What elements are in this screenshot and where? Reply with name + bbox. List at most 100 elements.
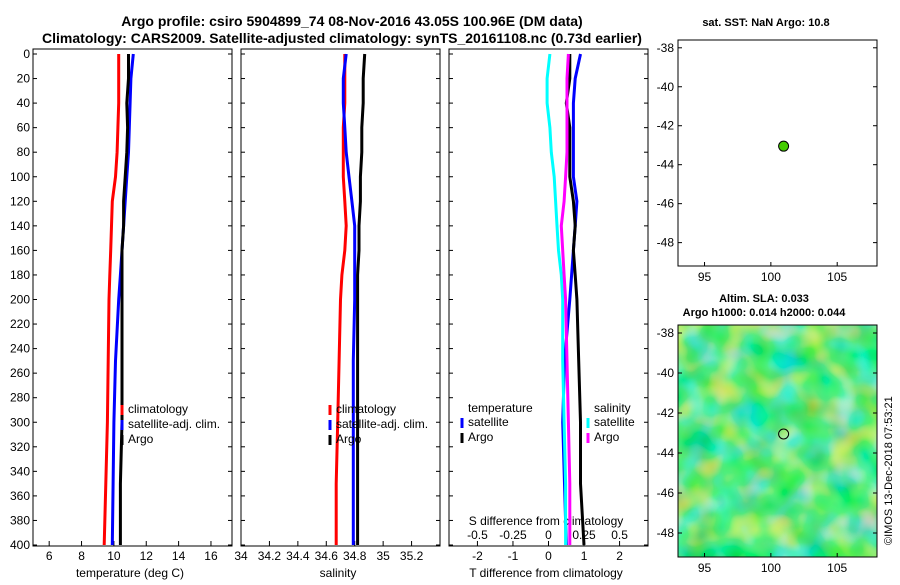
temperature-xtick-label: 14 [172,549,186,563]
depth-tick-label: 340 [10,464,30,478]
difference-xtick-label: 0 [545,549,552,563]
sst_map-ytick-label: -44 [657,158,675,172]
difference-temperature-legend-label: Argo [468,430,494,444]
sla_map-ytick-label: -40 [657,366,675,380]
salinity-legend-label: satellite-adj. clim. [336,417,428,431]
salinity-xtick-label: 35.2 [400,549,424,563]
temperature-xtick-label: 16 [204,549,218,563]
depth-tick-label: 240 [10,342,30,356]
depth-tick-label: 200 [10,293,30,307]
temperature-series-climatology [102,54,121,546]
depth-tick-label: 160 [10,243,30,257]
difference-legend-salinity-title: salinity [594,401,631,415]
salinity-xtick-label: 34 [234,549,248,563]
difference-salinity-legend-label: Argo [594,430,620,444]
temperature-xtick-label: 12 [140,549,154,563]
difference-xlabel: T difference from climatology [469,566,623,580]
salinity-xtick-label: 34.6 [315,549,339,563]
depth-tick-label: 20 [17,72,31,86]
depth-tick-label: 40 [17,96,31,110]
difference-s-xtick-label: -0.25 [499,528,527,542]
sla-map-panel: Altim. SLA: 0.033 Argo h1000: 0.014 h200… [677,293,878,558]
sla-heatmap-field [678,325,877,557]
temperature-axes-frame [32,48,233,547]
sla-title-line2: Argo h1000: 0.014 h2000: 0.044 [683,307,847,319]
depth-tick-label: 360 [10,489,30,503]
sla_map-ytick-label: -44 [657,446,675,460]
temperature-panel: temperature (deg C) [32,48,233,580]
salinity-legend-label: climatology [336,402,396,416]
sla_map-ytick-label: -48 [657,526,675,540]
difference-legend-temperature-title: temperature [468,401,533,415]
temperature-xtick-label: 10 [107,549,121,563]
depth-tick-label: 140 [10,219,30,233]
salinity-axis-group: 34 34.2 34.4 34.6 34.8 35 35.2 [234,53,440,563]
sst_map-ytick-label: -40 [657,80,675,94]
difference-panel: T difference from climatology S differen… [448,48,649,580]
sst_map-ytick-label: -46 [657,197,675,211]
depth-tick-label: 300 [10,415,30,429]
figure-title-line1: Argo profile: csiro 5904899_74 08-Nov-20… [121,13,582,29]
temperature-legend-label: climatology [128,402,188,416]
sst-map-title: sat. SST: NaN Argo: 10.8 [702,17,829,29]
difference-axes-frame [448,48,649,547]
sla_map-argo-location-marker [778,428,790,440]
difference-xtick-label: 1 [581,549,588,563]
salinity-xlabel: salinity [320,566,357,580]
depth-tick-label: 0 [23,47,30,61]
sla_map-xtick-label: 95 [698,561,712,575]
sst_map-xtick-label: 95 [698,270,712,284]
salinity-legend-label: Argo [336,432,362,446]
sst_map-ytick-label: -38 [657,41,675,55]
difference-s-xtick-label: 0.5 [611,528,628,542]
difference-series-s-argo [559,53,572,545]
salinity-xtick-label: 34.4 [286,549,310,563]
temperature-legend-label: satellite-adj. clim. [128,417,220,431]
temperature-xtick-label: 6 [46,549,53,563]
sla_map-ytick-label: -38 [657,326,675,340]
salinity-xtick-label: 35 [376,549,390,563]
sst_map-argo-location-marker [778,140,790,152]
difference-temperature-legend-label: satellite [468,415,509,429]
salinity-series-satellite-adj-clim- [341,53,357,545]
sst_map-xtick-label: 105 [827,270,847,284]
difference-salinity-legend-label: satellite [594,415,635,429]
sla-title-line1: Altim. SLA: 0.033 [719,293,809,305]
difference-series-s-satellite [545,53,568,545]
sst_map-ytick-label: -42 [657,119,675,133]
salinity-xtick-label: 34.2 [258,549,282,563]
sst-map-panel: sat. SST: NaN Argo: 10.8 [677,17,878,267]
depth-tick-label: 60 [17,121,31,135]
sst_map-axes: -38 -40 -42 -44 -46 -48 95 100 105 [657,41,877,284]
temperature-xtick-label: 8 [78,549,85,563]
difference-s-xtick-label: 0.25 [572,528,596,542]
depth-tick-label: 220 [10,317,30,331]
sla_map-ytick-label: -42 [657,406,675,420]
difference-s-xtick-label: 0 [545,528,552,542]
sst_map-ytick-label: -48 [657,236,675,250]
chart-marks: 0204060801001201401601802002202402602803… [10,41,877,575]
depth-tick-label: 100 [10,170,30,184]
difference-s-xlabel: S difference from climatology [469,514,624,528]
figure-title-line2: Climatology: CARS2009. Satellite-adjuste… [42,30,642,46]
depth-tick-label: 180 [10,268,30,282]
depth-tick-label: 280 [10,391,30,405]
sla_map-xtick-label: 105 [827,561,847,575]
depth-tick-label: 120 [10,194,30,208]
depth-tick-label: 380 [10,513,30,527]
temperature-legend-label: Argo [128,432,154,446]
temperature-axis-group: 0 20 40 60 80 100 120 140 160 180 200 220 240 260 280 3… [10,47,232,563]
depth-tick-label: 400 [10,538,30,552]
sst_map-xtick-label: 100 [761,270,781,284]
difference-s-xtick-label: -0.5 [467,528,488,542]
depth-tick-label: 260 [10,366,30,380]
sla-map-frame [677,324,878,558]
depth-tick-label: 320 [10,440,30,454]
difference-xtick-label: 2 [616,549,623,563]
imos-watermark: ©IMOS 13-Dec-2018 07:53:21 [883,396,895,545]
sla_map-ytick-label: -46 [657,486,675,500]
difference-axis-group: -2 -1 0 1 2 [449,53,648,563]
sla_map-xtick-label: 100 [761,561,781,575]
